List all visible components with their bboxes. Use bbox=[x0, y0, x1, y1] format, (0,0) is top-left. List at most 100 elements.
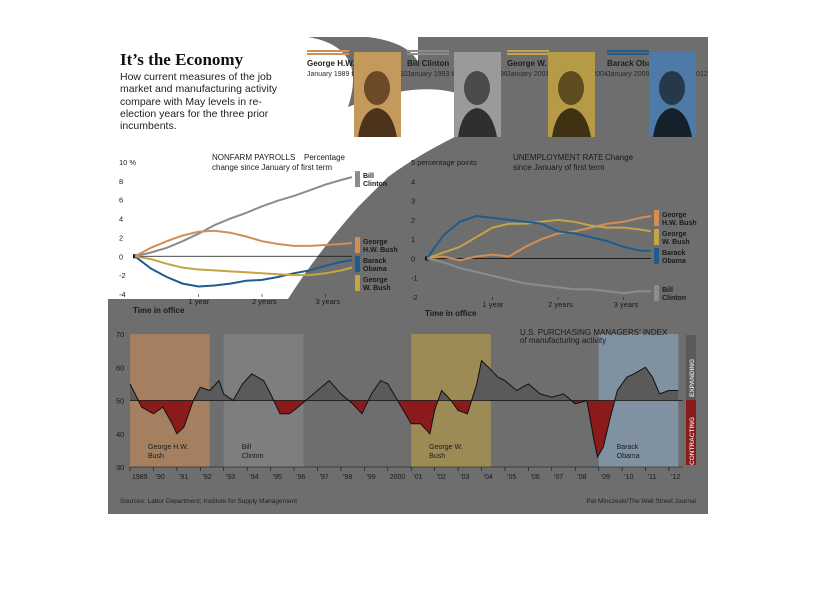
series-line-barack-obama bbox=[426, 214, 651, 259]
legend-swatch bbox=[355, 171, 360, 188]
pmi-area-contracting bbox=[130, 400, 679, 457]
y-tick-label: 4 bbox=[411, 177, 415, 186]
x-tick-label: ’06 bbox=[530, 474, 539, 481]
x-tick-label: ’03 bbox=[460, 474, 469, 481]
series-line-george-h-w-bush bbox=[426, 215, 652, 262]
x-axis-label: Time in office bbox=[133, 306, 185, 315]
y-tick-label: 3 bbox=[411, 197, 415, 206]
x-tick-label: 2 years bbox=[548, 300, 573, 309]
y-tick-label: 4 bbox=[119, 215, 123, 224]
x-tick-label: 3 years bbox=[614, 300, 639, 309]
x-tick-label: 2000 bbox=[390, 474, 406, 481]
legend-label-line2: Obama bbox=[662, 258, 686, 265]
y-tick-label: 6 bbox=[119, 196, 123, 205]
legend-label-line2: Clinton bbox=[662, 295, 686, 302]
x-tick-label: 1989 bbox=[132, 474, 148, 481]
president-name: George W. Bush bbox=[507, 59, 569, 68]
series-line-george-h-w-bush bbox=[134, 229, 353, 258]
term-label: Barack bbox=[617, 444, 639, 451]
legend-swatch bbox=[355, 237, 360, 254]
y-tick-label: -2 bbox=[411, 293, 418, 302]
x-tick-label: ’08 bbox=[577, 474, 586, 481]
legend-swatch bbox=[654, 248, 659, 264]
x-tick-label: ’10 bbox=[624, 474, 633, 481]
page-title: It’s the Economy bbox=[120, 50, 244, 69]
legend-label: George bbox=[662, 231, 687, 238]
legend-label: Bill bbox=[363, 173, 374, 180]
term-label-line2: Obama bbox=[617, 453, 640, 460]
x-tick-label: ’98 bbox=[343, 474, 352, 481]
legend-swatch bbox=[355, 275, 360, 292]
x-tick-label: ’94 bbox=[249, 474, 258, 481]
y-tick-label: 50 bbox=[116, 397, 124, 406]
chart-title: U.S. PURCHASING MANAGERS’ INDEX bbox=[520, 328, 668, 337]
president-name: Barack Obama bbox=[607, 59, 664, 68]
legend-label: George bbox=[662, 212, 687, 219]
legend-label-line2: H.W. Bush bbox=[662, 220, 697, 227]
term-label: George H.W. bbox=[148, 444, 189, 451]
source-note: Sources: Labor Department; Institute for… bbox=[120, 498, 298, 505]
legend-label-line2: W. Bush bbox=[363, 285, 391, 292]
y-tick-label: 1 bbox=[411, 235, 415, 244]
chart-subtitle: Percentage bbox=[304, 153, 345, 162]
legend-label: Barack bbox=[662, 250, 685, 257]
x-tick-label: ’05 bbox=[507, 474, 516, 481]
x-tick-label: ’11 bbox=[648, 474, 657, 481]
portrait-clinton bbox=[454, 52, 501, 137]
series-line-barack-obama bbox=[134, 255, 353, 288]
y-tick-label: -4 bbox=[119, 290, 126, 299]
x-tick-label: ’96 bbox=[296, 474, 305, 481]
legend-label-line2: H.W. Bush bbox=[363, 247, 398, 254]
legend-label: Bill bbox=[662, 287, 673, 294]
portrait-gwb bbox=[548, 52, 595, 137]
legend-swatch bbox=[654, 285, 659, 302]
y-tick-label: -1 bbox=[411, 274, 418, 283]
y-tick-label: 30 bbox=[116, 463, 124, 472]
term-label-line2: Clinton bbox=[242, 453, 264, 460]
y-tick-label: 2 bbox=[411, 216, 415, 225]
y-tick-label: 40 bbox=[116, 430, 124, 439]
pmi-line bbox=[129, 359, 679, 459]
x-tick-label: ’93 bbox=[226, 474, 235, 481]
y-tick-label: 0 bbox=[411, 254, 415, 263]
series-line-george-w-bush bbox=[134, 255, 353, 277]
x-tick-label: 1 year bbox=[189, 297, 210, 306]
legend-label: George bbox=[363, 239, 388, 246]
portrait-ghwb bbox=[354, 52, 401, 137]
x-axis-label: Time in office bbox=[425, 309, 477, 318]
y-tick-label: 8 bbox=[119, 177, 123, 186]
chart-subtitle: of manufacturing activity bbox=[520, 336, 606, 345]
page-subtitle: How current measures of the job market a… bbox=[120, 71, 277, 133]
y-tick-label: 2 bbox=[119, 233, 123, 242]
x-tick-label: ’12 bbox=[671, 474, 680, 481]
x-tick-label: 3 years bbox=[316, 297, 341, 306]
chart-title: UNEMPLOYMENT RATE bbox=[513, 153, 603, 162]
x-tick-label: ’07 bbox=[554, 474, 563, 481]
legend-swatch bbox=[654, 229, 659, 245]
legend-swatch bbox=[355, 256, 360, 273]
term-label: Bill bbox=[242, 444, 252, 451]
series-line-george-w-bush bbox=[426, 218, 652, 260]
credit-note: Pat Minczeski/The Wall Street Journal bbox=[586, 498, 696, 505]
x-tick-label: 2 years bbox=[252, 297, 277, 306]
x-tick-label: ’02 bbox=[437, 474, 446, 481]
x-tick-label: ’97 bbox=[319, 474, 328, 481]
chart-subtitle: Change bbox=[605, 153, 634, 162]
y-tick-label: 10 % bbox=[119, 158, 136, 167]
y-tick-label: -2 bbox=[119, 271, 126, 280]
chart-subtitle-line2: since January of first term bbox=[513, 163, 605, 172]
x-tick-label: ’90 bbox=[155, 474, 164, 481]
pmi-area-expanding bbox=[130, 360, 679, 401]
legend-label: George bbox=[363, 277, 388, 284]
infographic-panel: It’s the Economy How current measures of… bbox=[108, 37, 708, 514]
x-tick-label: 1 year bbox=[483, 300, 504, 309]
y-tick-label: 60 bbox=[116, 363, 124, 372]
term-label-line2: Bush bbox=[148, 453, 164, 460]
president-name: George H.W. Bush bbox=[307, 59, 377, 68]
president-name: Bill Clinton bbox=[407, 59, 450, 68]
series-line-bill-clinton bbox=[426, 257, 651, 295]
x-tick-label: ’99 bbox=[366, 474, 375, 481]
series-line-bill-clinton bbox=[134, 176, 353, 258]
portrait-obama bbox=[649, 52, 696, 137]
